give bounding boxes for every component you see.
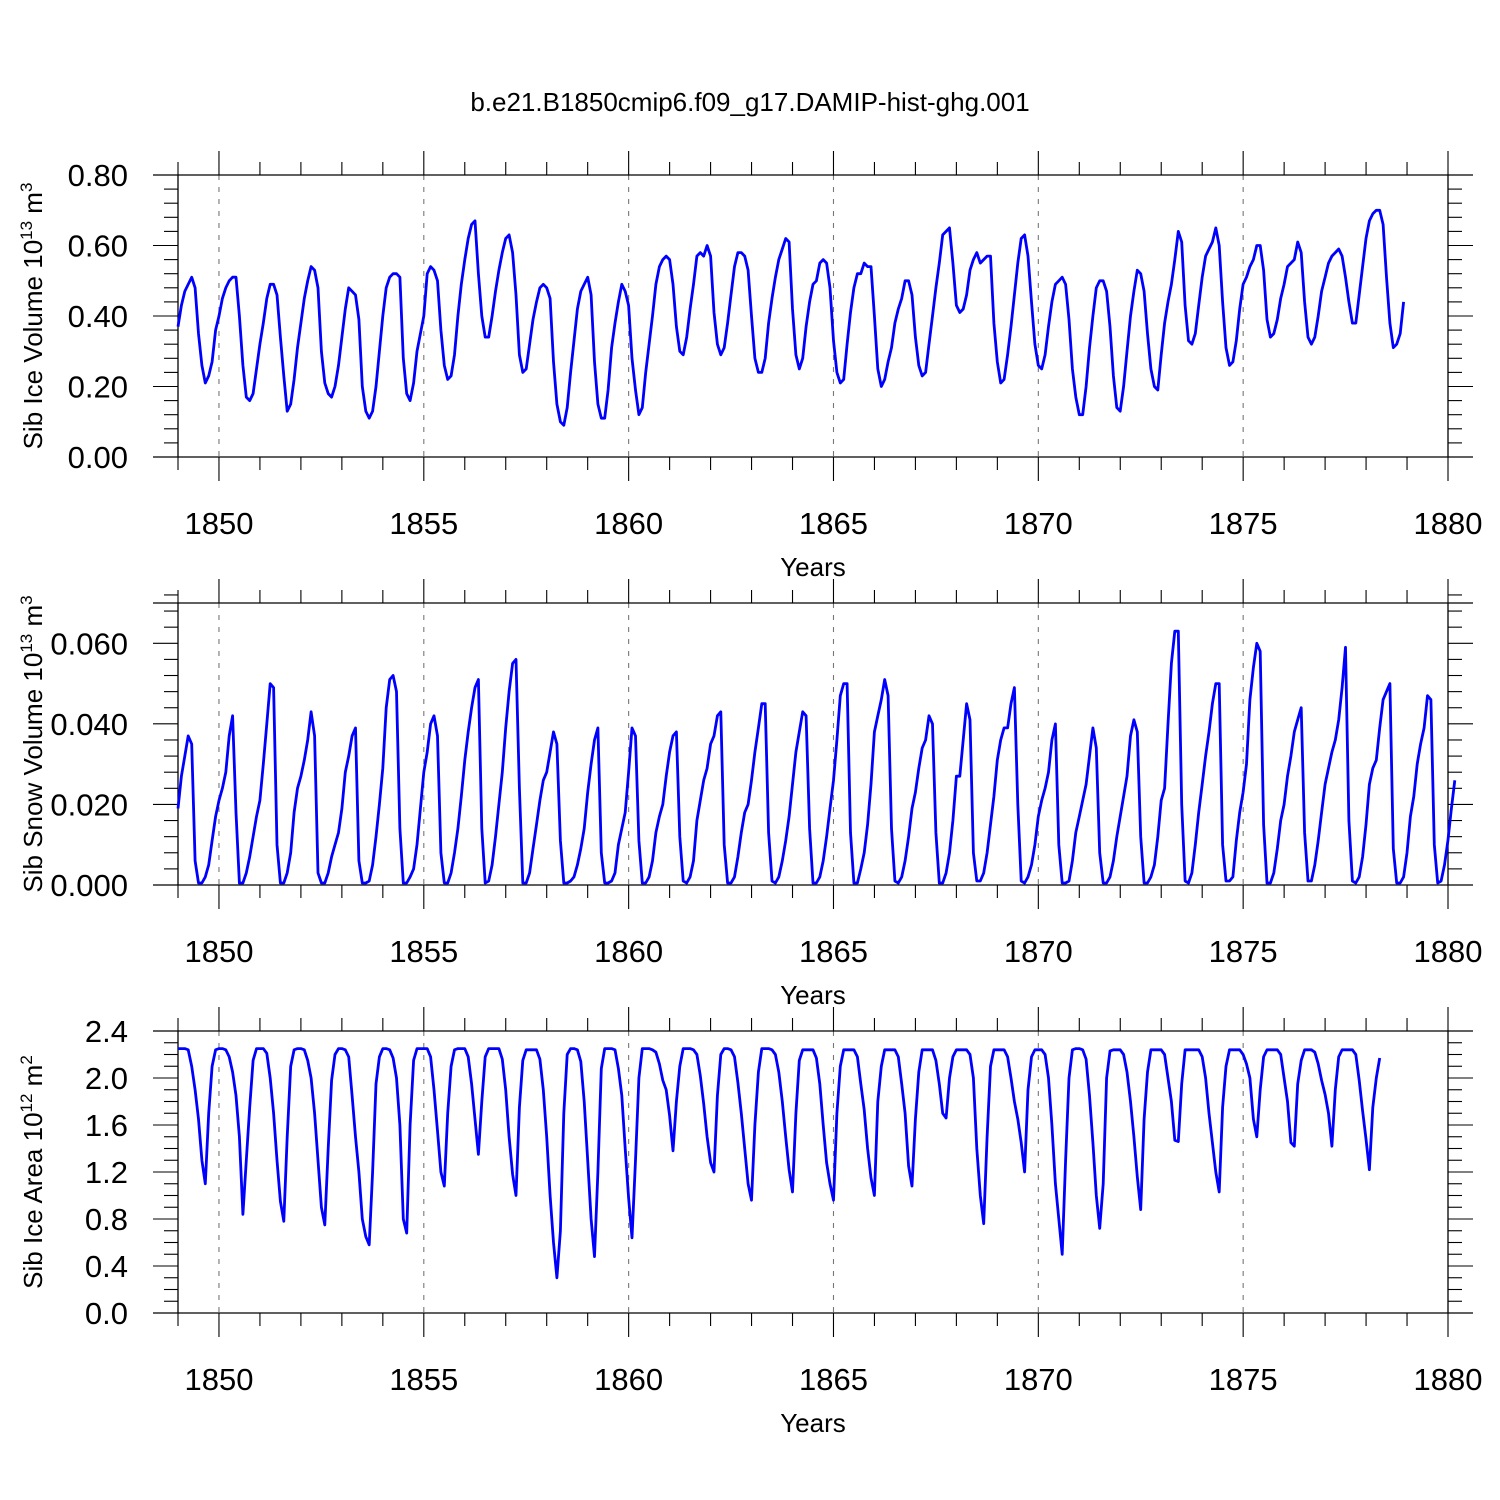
- y-tick-label: 2.4: [85, 1014, 128, 1049]
- panel-sib-ice-area: 0.0 0.4 0.8 1.2 1.6 2.0 2.4 1850 1855 1860 1865 187…: [17, 1007, 1483, 1438]
- figure-title: b.e21.B1850cmip6.f09_g17.DAMIP-hist-ghg.…: [470, 87, 1029, 117]
- y-tick-label: 2.0: [85, 1061, 128, 1096]
- series-line-sib-ice-area: [178, 1047, 1382, 1280]
- x-tick-label: 1850: [184, 934, 253, 969]
- y-axis-title: Sib Snow Volume 1013 m3: [17, 595, 48, 892]
- x-tick-label: 1870: [1004, 1362, 1073, 1397]
- x-axis-title: Years: [780, 1408, 846, 1438]
- y-tick-label: 0.0: [85, 1296, 128, 1331]
- x-tick-label: 1865: [799, 506, 868, 541]
- x-tick-label: 1875: [1209, 506, 1278, 541]
- y-tick-label: 0.20: [68, 370, 128, 405]
- y-tick-label: 0.00: [68, 440, 128, 475]
- x-tick-label: 1855: [389, 506, 458, 541]
- x-tick-label: 1860: [594, 506, 663, 541]
- y-tick-label: 0.80: [68, 158, 128, 193]
- y-tick-label: 0.8: [85, 1202, 128, 1237]
- x-tick-label: 1860: [594, 934, 663, 969]
- x-axis-title: Years: [780, 980, 846, 1010]
- y-tick-label: 0.60: [68, 229, 128, 264]
- y-tick-label: 0.40: [68, 299, 128, 334]
- y-tick-label: 1.6: [85, 1108, 128, 1143]
- y-tick-label: 0.060: [50, 626, 128, 661]
- x-tick-label: 1855: [389, 1362, 458, 1397]
- x-tick-label: 1865: [799, 934, 868, 969]
- y-tick-label: 0.4: [85, 1249, 128, 1284]
- series-line-sib-snow-volume: [176, 629, 1457, 885]
- x-tick-label: 1875: [1209, 1362, 1278, 1397]
- panel-sib-snow-volume: 0.000 0.020 0.040 0.060 1850 1855 1860 1865 1870…: [17, 579, 1483, 1010]
- panel-sib-ice-volume: 0.00 0.20 0.40 0.60 0.80 1850 1855 1860 1865 1870…: [17, 151, 1483, 582]
- y-axis-title: Sib Ice Area 1012 m2: [17, 1055, 48, 1289]
- x-tick-label: 1855: [389, 934, 458, 969]
- y-tick-label: 0.040: [50, 707, 128, 742]
- x-tick-label: 1870: [1004, 506, 1073, 541]
- x-tick-label: 1880: [1414, 934, 1483, 969]
- x-tick-label: 1860: [594, 1362, 663, 1397]
- y-tick-label: 0.000: [50, 868, 128, 903]
- y-tick-label: 1.2: [85, 1155, 128, 1190]
- x-tick-label: 1875: [1209, 934, 1278, 969]
- x-tick-label: 1850: [184, 1362, 253, 1397]
- x-tick-label: 1865: [799, 1362, 868, 1397]
- x-tick-label: 1880: [1414, 506, 1483, 541]
- series-line-sib-ice-volume: [176, 208, 1405, 427]
- x-axis-title: Years: [780, 552, 846, 582]
- x-tick-label: 1880: [1414, 1362, 1483, 1397]
- y-tick-label: 0.020: [50, 787, 128, 822]
- y-axis-title: Sib Ice Volume 1013 m3: [17, 183, 48, 450]
- x-tick-label: 1870: [1004, 934, 1073, 969]
- x-tick-label: 1850: [184, 506, 253, 541]
